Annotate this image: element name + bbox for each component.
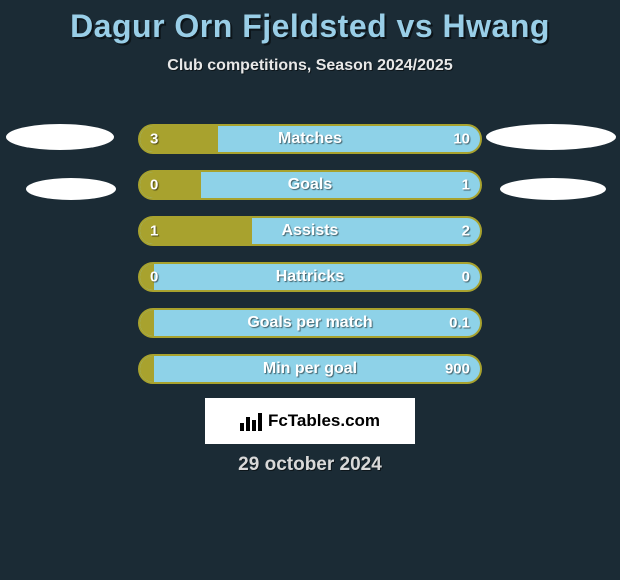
stat-right-value: 0: [462, 269, 470, 286]
source-badge: FcTables.com: [205, 398, 415, 444]
right-team-logo-2: [500, 178, 606, 200]
stat-row: 0Goals1: [138, 170, 482, 200]
stat-row: 1Assists2: [138, 216, 482, 246]
stat-label: Min per goal: [140, 360, 480, 378]
stat-label: Goals per match: [140, 314, 480, 332]
right-team-logo-1: [486, 124, 616, 150]
stat-right-value: 10: [453, 131, 470, 148]
stat-label: Matches: [140, 130, 480, 148]
stat-label: Hattricks: [140, 268, 480, 286]
left-team-logo-2: [26, 178, 116, 200]
stat-right-value: 2: [462, 223, 470, 240]
stat-label: Assists: [140, 222, 480, 240]
stat-rows: 3Matches100Goals11Assists20Hattricks0Goa…: [138, 124, 482, 400]
left-team-logo-1: [6, 124, 114, 150]
infographic-card: Dagur Orn Fjeldsted vs Hwang Club compet…: [0, 0, 620, 580]
stat-label: Goals: [140, 176, 480, 194]
stat-right-value: 1: [462, 177, 470, 194]
source-badge-text: FcTables.com: [268, 411, 380, 431]
stat-right-value: 0.1: [449, 315, 470, 332]
stat-right-value: 900: [445, 361, 470, 378]
stat-row: Min per goal900: [138, 354, 482, 384]
stat-row: 3Matches10: [138, 124, 482, 154]
page-title: Dagur Orn Fjeldsted vs Hwang: [0, 0, 620, 45]
date-text: 29 october 2024: [0, 454, 620, 476]
stat-row: Goals per match0.1: [138, 308, 482, 338]
stat-row: 0Hattricks0: [138, 262, 482, 292]
bars-icon: [240, 411, 262, 431]
subtitle: Club competitions, Season 2024/2025: [0, 57, 620, 75]
